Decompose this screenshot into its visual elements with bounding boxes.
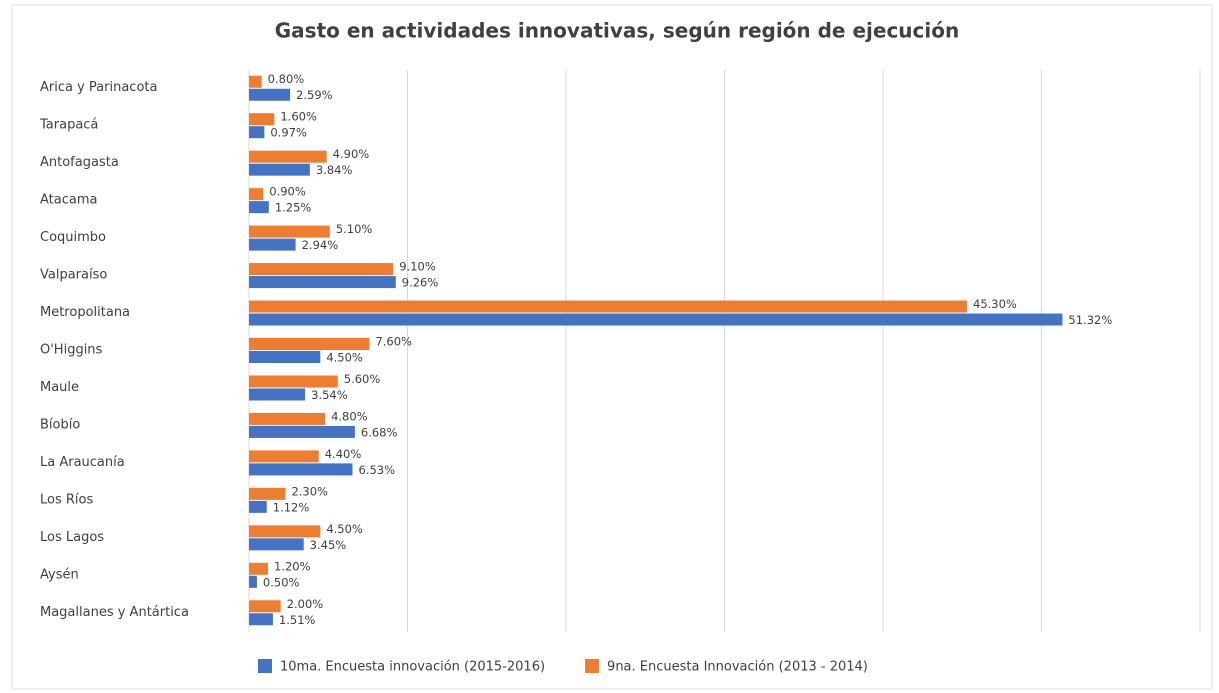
legend-label: 10ma. Encuesta innovación (2015-2016) [280, 660, 545, 675]
value-label: 4.50% [326, 351, 363, 365]
bar [249, 388, 306, 401]
value-label: 1.51% [279, 613, 316, 627]
value-label: 2.94% [302, 238, 339, 252]
y-tick-label: Valparaíso [40, 268, 107, 283]
bar [249, 375, 338, 388]
bar [249, 600, 281, 613]
y-tick-label: O'Higgins [40, 343, 103, 358]
value-label: 2.30% [291, 484, 328, 498]
bar [249, 463, 353, 476]
value-label: 6.53% [359, 463, 396, 477]
bar [249, 412, 326, 425]
value-label: 4.40% [325, 447, 362, 461]
value-label: 4.90% [333, 147, 370, 161]
legend-label: 9na. Encuesta Innovación (2013 - 2014) [607, 660, 868, 675]
y-tick-label: Maule [40, 380, 79, 395]
bar [249, 201, 269, 214]
value-label: 1.12% [273, 500, 310, 514]
bar [249, 613, 273, 626]
y-tick-label: Atacama [40, 193, 97, 208]
y-tick-label: Metropolitana [40, 305, 130, 320]
y-tick-label: Bíobío [40, 417, 80, 432]
bar [249, 126, 265, 139]
bar [249, 313, 1063, 326]
value-label: 1.25% [275, 201, 312, 215]
y-tick-label: La Araucanía [40, 455, 125, 470]
bar [249, 188, 264, 201]
bar [249, 75, 262, 88]
value-label: 1.20% [274, 559, 311, 573]
y-tick-label: Antofagasta [40, 155, 119, 170]
chart-border [11, 4, 1213, 690]
y-tick-label: Magallanes y Antártica [40, 605, 189, 620]
bar [249, 525, 321, 538]
value-label: 1.60% [280, 110, 317, 124]
value-label: 9.26% [402, 276, 439, 290]
bar [249, 163, 310, 176]
bar [249, 351, 321, 363]
y-tick-label: Coquimbo [40, 230, 106, 245]
chart-title: Gasto en actividades innovativas, según … [275, 19, 959, 43]
value-label: 45.30% [973, 297, 1017, 311]
bar [249, 562, 269, 575]
bar [249, 276, 396, 289]
bar [249, 113, 275, 126]
value-label: 0.97% [270, 126, 307, 140]
value-label: 3.45% [310, 538, 347, 552]
value-label: 0.80% [268, 72, 305, 86]
bar [249, 300, 968, 313]
value-label: 6.68% [361, 425, 398, 439]
legend-swatch [585, 659, 600, 673]
bar [249, 263, 394, 276]
value-label: 2.00% [287, 597, 324, 611]
value-label: 4.50% [326, 522, 363, 536]
bar [249, 450, 319, 463]
value-label: 5.60% [344, 372, 381, 386]
value-label: 3.84% [316, 163, 353, 177]
bar [249, 238, 296, 251]
legend-swatch [258, 659, 272, 673]
value-label: 3.54% [311, 388, 348, 402]
value-label: 0.50% [263, 575, 300, 589]
y-tick-label: Arica y Parinacota [40, 80, 157, 95]
y-tick-label: Tarapacá [39, 118, 98, 133]
bar [249, 500, 267, 513]
bar [249, 575, 257, 588]
bar [249, 425, 355, 438]
value-label: 0.90% [269, 185, 306, 199]
value-label: 4.80% [331, 409, 368, 423]
value-label: 5.10% [336, 222, 373, 236]
y-tick-label: Los Ríos [40, 492, 93, 507]
bar [249, 150, 327, 163]
value-label: 9.10% [399, 260, 436, 274]
bar [249, 538, 304, 551]
bar [249, 338, 370, 350]
value-label: 51.32% [1068, 313, 1112, 327]
y-tick-label: Aysén [40, 567, 79, 582]
bar [249, 487, 286, 500]
value-label: 7.60% [375, 335, 412, 349]
value-label: 2.59% [296, 88, 333, 102]
bar [249, 88, 291, 101]
bar [249, 225, 330, 238]
y-tick-label: Los Lagos [40, 530, 104, 545]
